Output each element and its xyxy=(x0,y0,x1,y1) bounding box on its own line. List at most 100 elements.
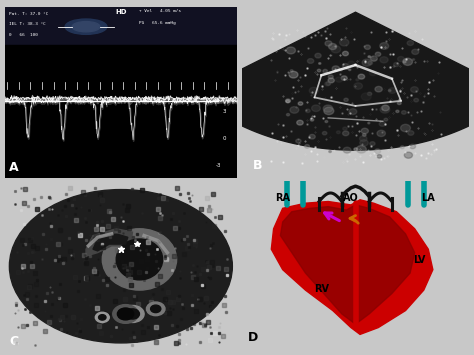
Circle shape xyxy=(370,71,376,76)
Circle shape xyxy=(401,124,410,132)
Circle shape xyxy=(310,119,314,121)
Circle shape xyxy=(358,74,365,79)
Circle shape xyxy=(298,102,303,105)
Circle shape xyxy=(359,136,367,141)
Circle shape xyxy=(380,57,388,63)
Circle shape xyxy=(380,43,389,49)
Circle shape xyxy=(343,147,351,153)
Circle shape xyxy=(305,144,310,148)
Circle shape xyxy=(343,131,349,136)
Circle shape xyxy=(398,56,404,61)
Circle shape xyxy=(354,83,363,89)
Circle shape xyxy=(341,76,347,80)
Circle shape xyxy=(325,82,330,86)
Circle shape xyxy=(289,71,298,78)
Circle shape xyxy=(286,100,290,103)
Circle shape xyxy=(126,309,139,319)
Circle shape xyxy=(343,127,347,130)
Circle shape xyxy=(412,59,415,60)
Circle shape xyxy=(72,22,100,32)
Circle shape xyxy=(306,109,310,113)
Circle shape xyxy=(325,41,332,46)
Circle shape xyxy=(384,118,388,121)
Text: LA: LA xyxy=(421,193,435,203)
Circle shape xyxy=(290,70,293,72)
Circle shape xyxy=(396,110,399,113)
Circle shape xyxy=(146,302,165,316)
Text: RA: RA xyxy=(275,193,290,203)
Text: LV: LV xyxy=(413,255,425,265)
Circle shape xyxy=(308,59,314,63)
Circle shape xyxy=(329,151,331,153)
Circle shape xyxy=(99,315,106,320)
Circle shape xyxy=(382,105,389,111)
Circle shape xyxy=(326,82,331,85)
Circle shape xyxy=(377,130,385,137)
Circle shape xyxy=(323,105,333,112)
Circle shape xyxy=(414,98,419,102)
Circle shape xyxy=(118,308,134,320)
Circle shape xyxy=(344,98,348,102)
Circle shape xyxy=(404,152,412,158)
Circle shape xyxy=(331,46,341,53)
Polygon shape xyxy=(86,229,132,256)
Circle shape xyxy=(380,106,390,113)
Circle shape xyxy=(401,111,406,114)
Polygon shape xyxy=(193,12,474,150)
Circle shape xyxy=(368,56,371,58)
Circle shape xyxy=(286,114,290,116)
Circle shape xyxy=(315,53,321,58)
Circle shape xyxy=(328,78,334,83)
Text: D: D xyxy=(248,331,258,344)
Circle shape xyxy=(286,47,295,54)
Circle shape xyxy=(363,133,366,136)
Text: Pat. T: 37.0 °C: Pat. T: 37.0 °C xyxy=(9,12,49,16)
Circle shape xyxy=(379,121,385,126)
Text: B: B xyxy=(253,159,263,172)
Circle shape xyxy=(367,92,372,95)
Text: + Vel   4.05 m/s: + Vel 4.05 m/s xyxy=(139,9,182,13)
Circle shape xyxy=(375,86,383,92)
Circle shape xyxy=(328,44,337,50)
Circle shape xyxy=(368,122,370,124)
Circle shape xyxy=(113,305,138,323)
Text: RV: RV xyxy=(314,284,329,294)
Circle shape xyxy=(361,93,371,100)
Text: HD: HD xyxy=(115,9,127,15)
Circle shape xyxy=(285,99,291,103)
Circle shape xyxy=(323,69,328,73)
Circle shape xyxy=(371,56,377,61)
Circle shape xyxy=(362,59,372,66)
Circle shape xyxy=(338,68,342,71)
Circle shape xyxy=(288,72,291,75)
Circle shape xyxy=(151,305,161,313)
Circle shape xyxy=(370,142,375,146)
Text: A: A xyxy=(9,161,19,174)
Circle shape xyxy=(348,61,354,66)
Bar xyxy=(5,45,237,178)
Circle shape xyxy=(343,64,348,68)
Circle shape xyxy=(337,131,340,133)
Text: -3: -3 xyxy=(216,163,222,168)
Circle shape xyxy=(410,87,419,92)
Circle shape xyxy=(375,52,381,56)
Circle shape xyxy=(65,19,107,34)
Circle shape xyxy=(336,77,343,82)
Circle shape xyxy=(410,144,416,149)
Circle shape xyxy=(374,149,381,154)
Text: 0: 0 xyxy=(223,136,227,141)
Circle shape xyxy=(356,146,366,153)
Circle shape xyxy=(322,131,327,135)
Circle shape xyxy=(325,120,328,122)
Circle shape xyxy=(403,58,412,65)
Text: PG   65.6 mmHg: PG 65.6 mmHg xyxy=(139,21,176,25)
Circle shape xyxy=(290,106,299,113)
Circle shape xyxy=(356,79,359,81)
Circle shape xyxy=(309,87,319,94)
Circle shape xyxy=(397,102,401,105)
Circle shape xyxy=(389,89,391,92)
Circle shape xyxy=(401,146,404,149)
Circle shape xyxy=(328,75,333,79)
Polygon shape xyxy=(271,200,433,334)
Text: AO: AO xyxy=(343,193,359,203)
